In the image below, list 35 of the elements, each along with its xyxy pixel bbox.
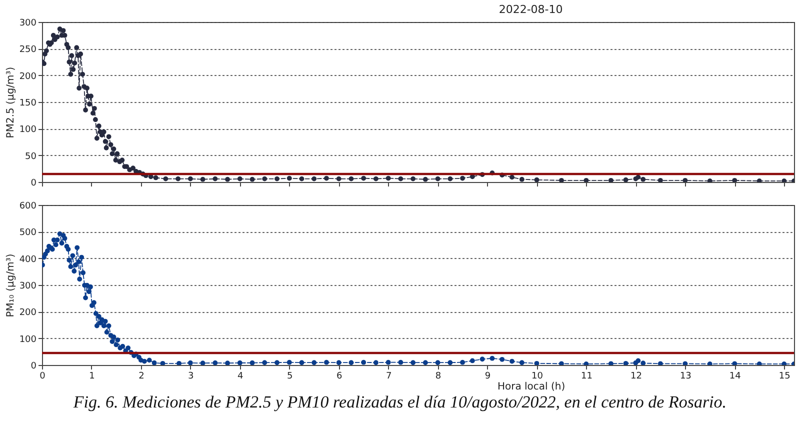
y-tick-label: 500 bbox=[19, 228, 37, 238]
x-tick-label: 5 bbox=[287, 372, 293, 382]
y-axis-title: PM2.5 (μg/m³) bbox=[5, 66, 16, 138]
x-tick-label: 13 bbox=[680, 372, 692, 382]
x-tick-label: 3 bbox=[188, 372, 194, 382]
x-tick-label: 11 bbox=[580, 372, 592, 382]
x-tick-label: 2 bbox=[138, 372, 144, 382]
y-tick-label: 250 bbox=[19, 45, 37, 56]
y-tick-label: 600 bbox=[19, 202, 37, 212]
x-tick-label: 12 bbox=[630, 372, 642, 382]
y-tick-label: 150 bbox=[19, 98, 37, 108]
y-tick-label: 100 bbox=[19, 125, 37, 136]
x-tick-label: 1 bbox=[89, 372, 95, 382]
y-tick-label: 50 bbox=[25, 152, 37, 162]
x-tick-label: 9 bbox=[484, 372, 491, 382]
y-axis-title: PM₁₀ (μg/m³) bbox=[5, 254, 16, 318]
x-tick-label: 15 bbox=[778, 372, 790, 382]
x-tick-label: 4 bbox=[238, 372, 244, 382]
x-tick-label: 8 bbox=[435, 372, 442, 382]
y-tick-label: 100 bbox=[19, 334, 37, 345]
y-tick-label: 200 bbox=[19, 308, 37, 318]
x-tick-label: 14 bbox=[729, 372, 742, 382]
chart-title: 2022-08-10 bbox=[498, 3, 563, 16]
x-tick-label: 7 bbox=[386, 372, 392, 382]
y-tick-label: 300 bbox=[19, 282, 37, 292]
x-tick-label: 0 bbox=[40, 372, 46, 382]
x-axis-title: Hora local (h) bbox=[497, 382, 566, 392]
y-tick-label: 0 bbox=[30, 362, 37, 372]
y-tick-label: 0 bbox=[30, 178, 37, 188]
y-tick-label: 300 bbox=[19, 18, 37, 28]
y-tick-label: 400 bbox=[19, 254, 37, 265]
y-tick-label: 200 bbox=[19, 72, 37, 82]
x-tick-label: 6 bbox=[336, 372, 342, 382]
caption: Fig. 6. Mediciones de PM2.5 y PM10 realizadas el día 10/agosto/2022, en el centro de Rosario. bbox=[72, 392, 727, 412]
x-tick-label: 10 bbox=[532, 372, 544, 382]
